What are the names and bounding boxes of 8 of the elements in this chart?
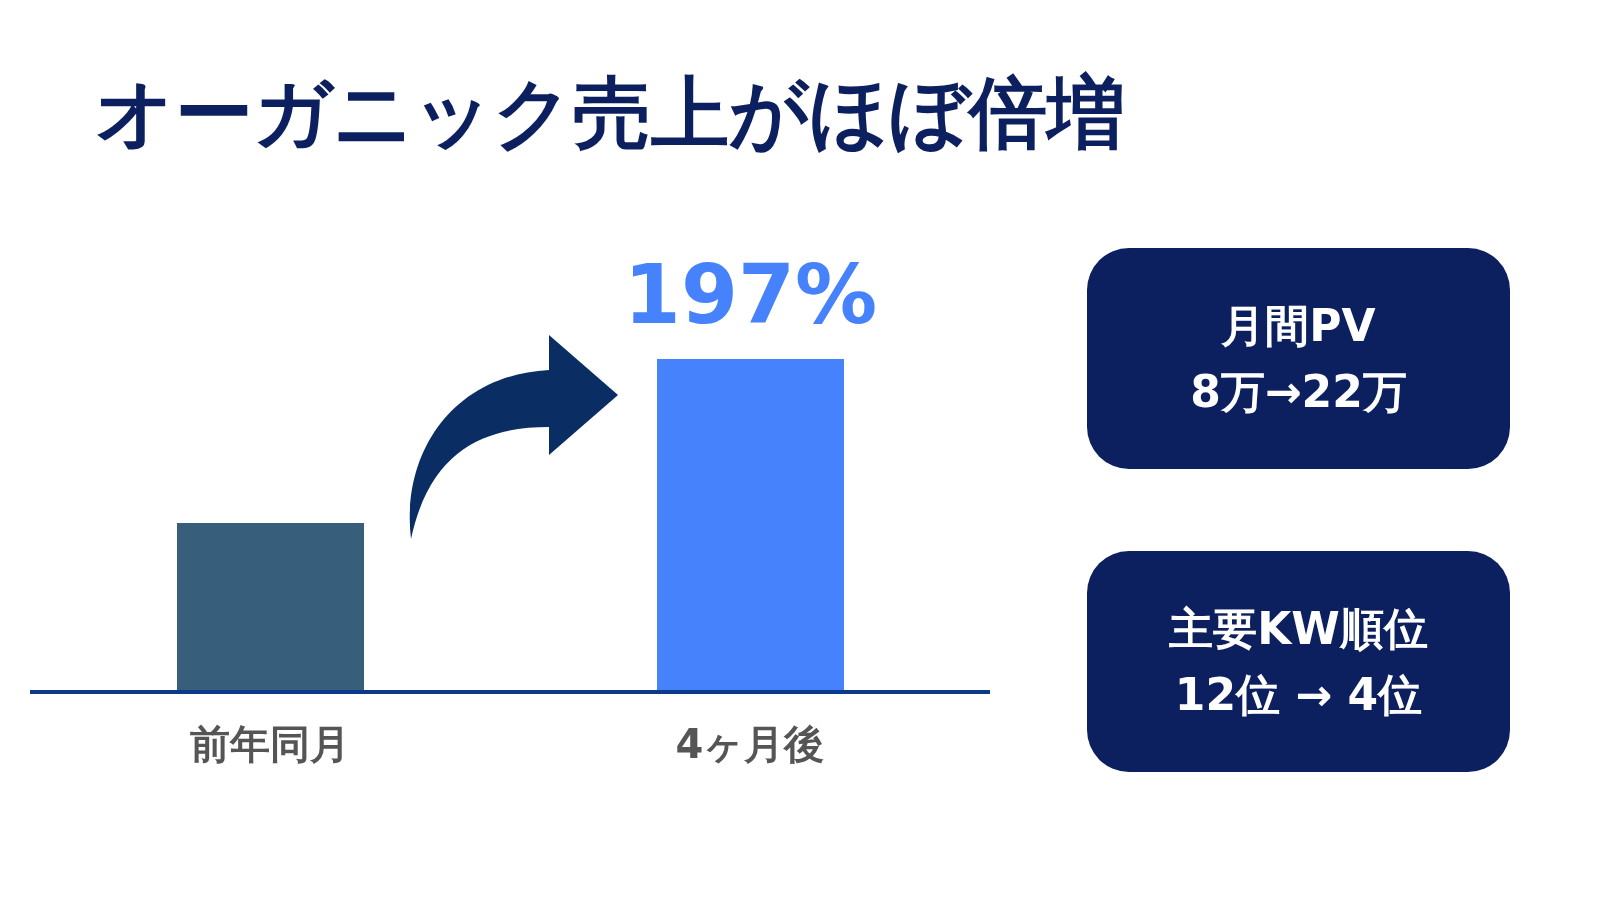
text: 8万→22万 [1190, 364, 1407, 419]
data-label: 197% [623, 247, 878, 342]
text: 月間PV [1221, 298, 1376, 353]
text: 12位 → 4位 [1174, 667, 1423, 722]
x-tick-label: 4ヶ月後 [675, 721, 825, 768]
chart-title: オーガニック売上がほぼ倍増 [95, 67, 1125, 160]
x-tick-label: 前年同月 [190, 721, 350, 768]
text: 主要KW順位 [1169, 601, 1428, 656]
